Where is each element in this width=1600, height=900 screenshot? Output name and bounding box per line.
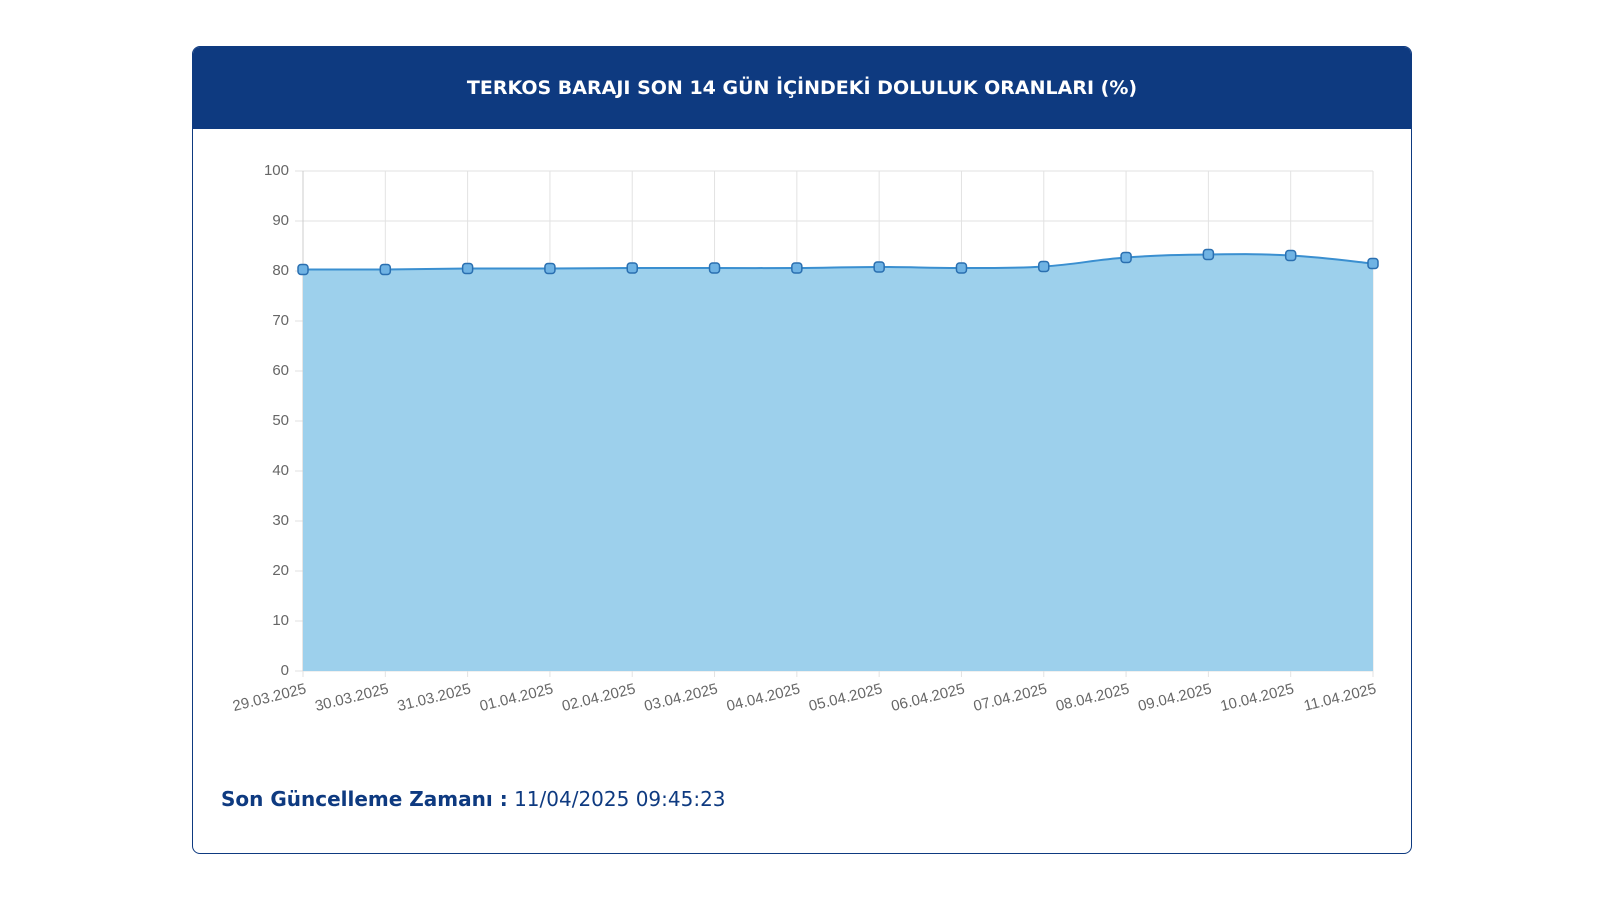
- y-tick-label: 60: [272, 362, 289, 379]
- y-tick-label: 30: [272, 512, 289, 529]
- x-tick-label: 03.04.2025: [643, 680, 720, 715]
- y-tick-label: 90: [272, 212, 289, 229]
- point: [955, 262, 968, 274]
- point: [1202, 248, 1215, 261]
- card: TERKOS BARAJI SON 14 GÜN İÇİNDEKİ DOLULU…: [192, 46, 1412, 854]
- x-tick-label: 07.04.2025: [972, 680, 1049, 715]
- y-tick-label: 70: [272, 312, 289, 329]
- point: [1367, 257, 1379, 270]
- point: [1120, 251, 1132, 264]
- x-tick-label: 30.03.2025: [313, 680, 390, 715]
- point: [544, 262, 556, 275]
- x-tick-label: 31.03.2025: [396, 680, 473, 715]
- point: [379, 263, 392, 276]
- x-tick-label: 04.04.2025: [725, 680, 802, 715]
- area-fill: [303, 254, 1373, 671]
- y-tick-label: 20: [272, 562, 289, 579]
- y-tick-label: 10: [272, 612, 289, 629]
- x-tick-label: 10.04.2025: [1219, 680, 1296, 715]
- y-tick-label: 80: [272, 262, 289, 279]
- footer-timestamp: 11/04/2025 09:45:23: [514, 787, 726, 811]
- point: [626, 262, 638, 274]
- x-tick-label: 05.04.2025: [807, 680, 884, 715]
- chart-title: TERKOS BARAJI SON 14 GÜN İÇİNDEKİ DOLULU…: [193, 47, 1411, 129]
- x-tick-label: 11.04.2025: [1302, 680, 1378, 714]
- line: [302, 253, 1374, 271]
- point: [461, 262, 474, 275]
- point: [1038, 260, 1050, 273]
- y-tick-label: 40: [272, 462, 289, 479]
- x-tick-label: 08.04.2025: [1054, 680, 1131, 715]
- point: [297, 263, 309, 276]
- point: [873, 261, 885, 273]
- x-tick-label: 09.04.2025: [1136, 680, 1213, 715]
- y-tick-label: 0: [281, 662, 289, 679]
- footer-label: Son Güncelleme Zamanı :: [221, 787, 508, 811]
- y-tick-label: 50: [272, 412, 289, 429]
- x-tick-label: 29.03.2025: [231, 680, 308, 715]
- footer: Son Güncelleme Zamanı : 11/04/2025 09:45…: [221, 787, 726, 811]
- x-tick-label: 06.04.2025: [889, 680, 966, 715]
- x-tick-label: 02.04.2025: [560, 680, 637, 715]
- y-tick-label: 100: [264, 162, 289, 179]
- point: [1284, 249, 1297, 262]
- x-tick-label: 01.04.2025: [478, 680, 555, 715]
- point: [708, 262, 721, 274]
- chart: 0 10 20 30 40 50 60 70 80 90 100 29.03.2025 30.03.20…: [231, 162, 1379, 715]
- point: [791, 262, 803, 274]
